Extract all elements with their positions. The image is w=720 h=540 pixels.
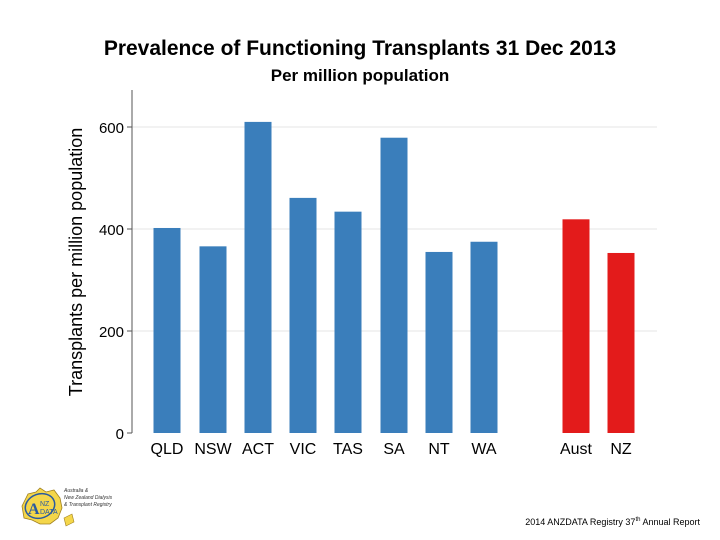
x-tick-label-qld: QLD: [151, 441, 184, 458]
x-tick-label-nt: NT: [428, 441, 450, 458]
footer-text: 2014 ANZDATA Registry 37th Annual Report: [525, 517, 700, 527]
chart-title: Prevalence of Functioning Transplants 31…: [103, 37, 617, 60]
bar-qld: [153, 227, 181, 433]
svg-text:A: A: [28, 501, 40, 518]
y-tick-label-200: 200: [99, 324, 124, 341]
bar-chart: 0 200 400 600 Transplants per million popula…: [66, 90, 657, 458]
footer-sup: th: [635, 517, 641, 523]
x-tick-label-sa: SA: [383, 441, 405, 458]
x-tick-label-nsw: NSW: [194, 441, 232, 458]
x-tick-label-vic: VIC: [290, 441, 317, 458]
footer-prefix: 2014 ANZDATA Registry 37: [525, 517, 636, 527]
anzdata-logo-icon: A NZ DATA: [21, 487, 75, 527]
bar-nt: [425, 251, 453, 433]
x-tick-label-nz: NZ: [610, 441, 632, 458]
chart-subtitle: Per million population: [270, 66, 450, 85]
bar-sa: [380, 137, 408, 433]
y-tick-label-600: 600: [99, 120, 124, 137]
bar-act: [244, 121, 272, 434]
svg-text:DATA: DATA: [40, 509, 58, 516]
y-tick-label-400: 400: [99, 222, 124, 239]
bar-vic: [289, 197, 317, 433]
bar-tas: [334, 211, 362, 433]
bar-aust: [562, 219, 590, 433]
y-axis-label: Transplants per million population: [66, 128, 86, 396]
x-tick-label-tas: TAS: [333, 441, 363, 458]
x-tick-label-act: ACT: [242, 441, 274, 458]
bar-nz: [607, 252, 635, 433]
bar-nsw: [199, 246, 227, 433]
svg-text:NZ: NZ: [40, 501, 50, 508]
x-tick-label-wa: WA: [471, 441, 497, 458]
bar-wa: [470, 241, 498, 433]
footer-suffix: Annual Report: [640, 517, 700, 527]
logo-caption: Australia & New Zealand Dialysis & Trans…: [64, 488, 113, 508]
x-tick-label-aust: Aust: [560, 441, 593, 458]
y-tick-label-0: 0: [116, 426, 124, 443]
